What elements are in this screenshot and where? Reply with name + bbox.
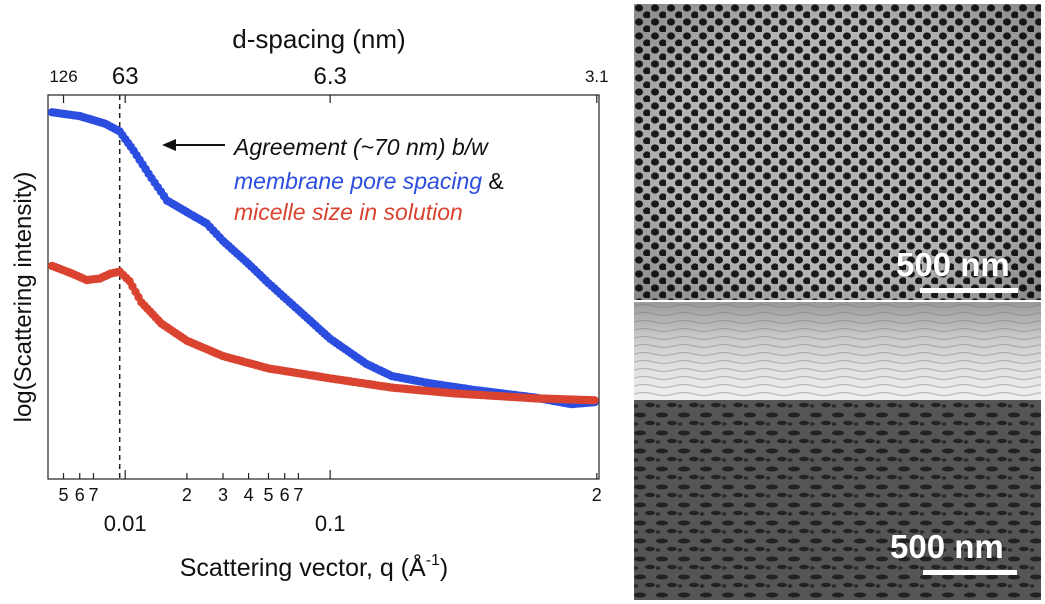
annotation-blue-text: membrane pore spacing — [234, 168, 482, 194]
series-layer — [47, 108, 599, 409]
bottom-tick-label: 4 — [244, 485, 254, 505]
x-axis-title: Scattering vector, q (Å-1) — [180, 552, 449, 582]
bottom-tick-label: 6 — [280, 485, 290, 505]
sem-top-view-image: 500 nm — [634, 4, 1041, 300]
sem-bottom-scale-label: 500 nm — [890, 528, 1004, 565]
bottom-tick-label: 7 — [88, 485, 98, 505]
bottom-tick-label: 0.01 — [104, 511, 147, 536]
annotation-line-2: membrane pore spacing & — [234, 168, 504, 194]
top-tick-label: 3.1 — [585, 67, 609, 86]
x-axis-title-close: ) — [440, 554, 448, 582]
bottom-tick-label: 2 — [592, 485, 602, 505]
bottom-tick-label: 3 — [218, 485, 228, 505]
sem-cross-section-image: 500 nm — [634, 302, 1041, 600]
y-axis-title: log(Scattering intensity) — [10, 172, 37, 423]
series-micelle-size-in-solution — [47, 261, 599, 405]
top-tick-label: 6.3 — [313, 63, 346, 90]
x-axis-title-main: Scattering vector, q (Å — [180, 552, 426, 582]
annotation-line-3: micelle size in solution — [234, 199, 463, 225]
saxs-chart: 5 6 70.012 3 4 5 6 70.12 126 63 6.3 3.1 Agreement … — [10, 24, 609, 582]
top-tick-label: 63 — [112, 63, 139, 90]
sem-bottom-scale-bar — [923, 570, 1017, 575]
annotation-ampersand: & — [482, 168, 504, 194]
top-tick-label: 126 — [49, 67, 77, 86]
top-axis-title: d-spacing (nm) — [232, 24, 405, 54]
bottom-ticks: 5 6 70.012 3 4 5 6 70.12 — [59, 470, 602, 536]
bottom-tick-label: 0.1 — [315, 511, 346, 536]
sem-top-pattern — [634, 4, 1041, 300]
sem-top-scale-bar — [920, 288, 1018, 293]
bottom-tick-label: 7 — [293, 485, 303, 505]
annotation-arrow-head — [162, 139, 176, 151]
bottom-tick-label: 5 — [59, 485, 69, 505]
bottom-tick-label: 6 — [75, 485, 85, 505]
annotation-line-1: Agreement (~70 nm) b/w — [232, 134, 489, 160]
x-axis-title-superscript: -1 — [426, 552, 440, 569]
top-ticks: 126 63 6.3 3.1 — [49, 63, 609, 103]
sem-cross-pattern — [634, 302, 1041, 600]
bottom-tick-label: 2 — [182, 485, 192, 505]
sem-top-scale-label: 500 nm — [896, 246, 1010, 283]
plot-frame — [47, 94, 600, 480]
bottom-tick-label: 5 — [263, 485, 273, 505]
data-point — [590, 396, 599, 405]
